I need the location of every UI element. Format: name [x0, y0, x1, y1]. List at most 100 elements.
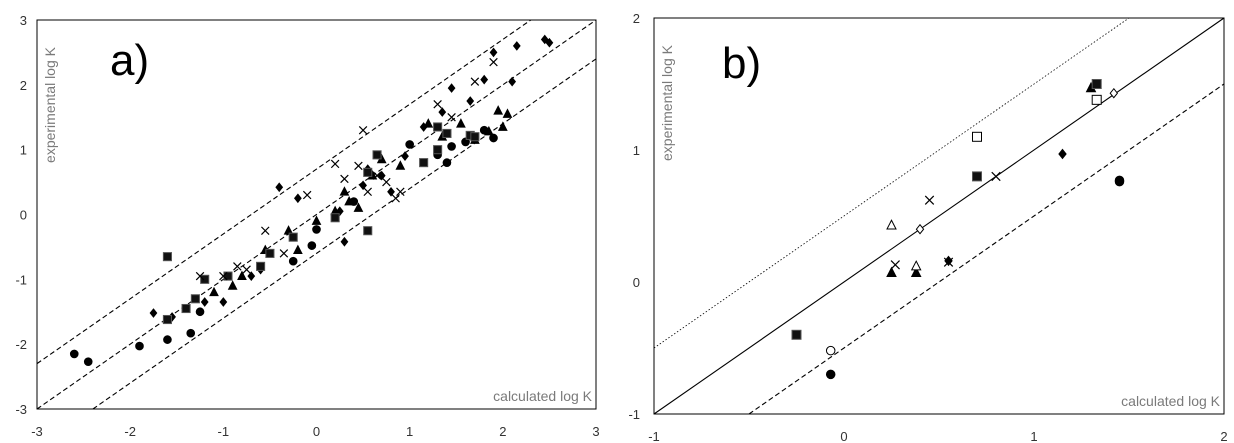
y-tick-label: -2 [15, 337, 27, 352]
data-point-diamond [438, 107, 447, 117]
series-cross [890, 171, 1001, 270]
data-point-square [223, 271, 233, 281]
data-point-square [1091, 79, 1102, 89]
data-point-circle [1114, 176, 1125, 187]
x-tick-label: -1 [218, 424, 230, 439]
data-point-triangle [886, 266, 897, 278]
y-axis-label: experimental log K [659, 44, 675, 161]
series-circle [825, 175, 1125, 380]
data-point-circle [288, 256, 298, 266]
data-point-square [433, 145, 443, 155]
data-point-diamond [149, 308, 158, 318]
data-point-triangle [353, 202, 364, 212]
y-tick-label: 2 [20, 78, 27, 93]
data-point-diamond [508, 76, 517, 87]
data-point-diamond [466, 96, 475, 106]
data-point-cross [489, 57, 498, 67]
x-tick-label: -2 [124, 424, 136, 439]
series-square [791, 79, 1102, 340]
data-point-circle [312, 225, 321, 234]
data-point-diamond [293, 193, 302, 204]
data-point-diamond [545, 37, 554, 48]
data-point-diamond [275, 182, 284, 193]
reference-line-solid [653, 17, 1225, 415]
data-point-circle [442, 158, 452, 167]
y-tick-label: 1 [20, 143, 27, 158]
y-tick-label: 3 [20, 13, 27, 28]
y-tick-label: 0 [20, 208, 27, 223]
data-point-diamond [247, 271, 256, 281]
data-point-cross [302, 190, 312, 200]
data-point-triangle [423, 118, 434, 128]
y-tick-label: 2 [633, 11, 640, 26]
data-point-cross [396, 187, 405, 197]
data-point-cross [433, 100, 442, 109]
y-tick-label: -3 [15, 402, 27, 417]
data-point-diamond [219, 297, 228, 307]
data-point-cross [943, 257, 954, 267]
data-point-open-triangle [910, 260, 922, 271]
chart-a: -3 -2 -1 0 1 2 3 -3 -2 -1 0 1 2 3 calculated log K expe… [15, 13, 599, 439]
data-point-triangle [497, 121, 508, 131]
data-point-diamond [512, 41, 521, 51]
series-square [162, 122, 480, 325]
data-point-cross [991, 171, 1001, 182]
data-point-diamond [401, 151, 409, 162]
x-tick-label: 0 [313, 424, 320, 439]
data-point-square [330, 213, 340, 223]
data-point-triangle [209, 286, 219, 297]
reference-line-dashed [92, 58, 597, 410]
data-point-circle [69, 349, 79, 359]
series-triangle [209, 105, 513, 297]
chart-b: -1 0 1 2 -1 0 1 2 calculated log K experimental l… [628, 11, 1227, 443]
data-point-square [363, 167, 373, 177]
data-point-cross [242, 265, 251, 274]
data-point-circle [825, 369, 836, 380]
data-point-circle [135, 341, 144, 351]
data-point-diamond [200, 297, 209, 307]
data-point-cross [340, 174, 349, 184]
data-point-diamond [377, 170, 386, 181]
data-point-cross [924, 195, 935, 205]
data-point-cross [233, 262, 242, 271]
x-axis-label: calculated log K [493, 388, 593, 404]
data-point-triangle [483, 125, 494, 136]
data-point-cross [358, 125, 368, 135]
data-point-square [791, 329, 802, 340]
data-point-cross [195, 271, 205, 281]
data-point-open-diamond [1109, 87, 1119, 99]
data-point-diamond [489, 47, 498, 58]
x-tick-label: 2 [499, 424, 506, 439]
data-point-triangle [237, 270, 247, 280]
data-point-square [265, 248, 275, 258]
data-point-cross [372, 171, 382, 180]
data-point-square [200, 274, 210, 284]
series-open-square [972, 94, 1102, 142]
y-tick-label: 0 [633, 275, 640, 290]
panel-label: a) [110, 36, 149, 85]
data-point-diamond [480, 74, 489, 85]
data-point-open-square [972, 131, 982, 142]
data-point-diamond [387, 186, 395, 197]
x-tick-label: 1 [1030, 429, 1037, 443]
reference-line-dashed [36, 19, 532, 365]
data-point-square [363, 226, 373, 236]
data-point-square [162, 314, 172, 325]
data-point-triangle [311, 215, 322, 225]
data-point-circle [447, 142, 456, 151]
data-point-square [256, 261, 266, 271]
data-point-circle [186, 328, 196, 338]
data-point-cross [382, 177, 391, 187]
x-tick-label: 1 [406, 424, 413, 439]
series-circle [69, 125, 498, 366]
data-point-square [433, 122, 443, 132]
x-tick-label: 2 [1220, 429, 1227, 443]
data-point-cross [279, 249, 289, 258]
data-point-circle [405, 140, 414, 149]
data-point-triangle [339, 186, 350, 196]
data-point-square [442, 128, 452, 139]
data-point-cross [447, 113, 456, 122]
data-point-diamond [540, 34, 549, 45]
x-tick-label: -3 [31, 424, 43, 439]
